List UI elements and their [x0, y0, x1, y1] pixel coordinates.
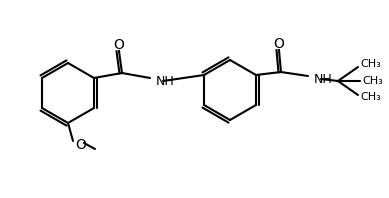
Text: O: O: [75, 138, 86, 152]
Text: CH₃: CH₃: [360, 59, 381, 69]
Text: NH: NH: [314, 72, 333, 86]
Text: CH₃: CH₃: [362, 76, 383, 86]
Text: CH₃: CH₃: [360, 92, 381, 102]
Text: O: O: [273, 37, 284, 51]
Text: NH: NH: [156, 74, 175, 88]
Text: O: O: [114, 38, 124, 52]
